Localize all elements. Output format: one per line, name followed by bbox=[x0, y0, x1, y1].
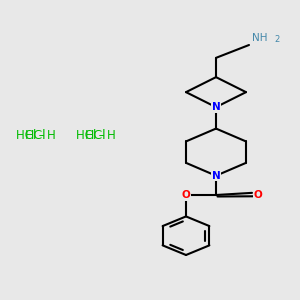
Text: NH: NH bbox=[252, 33, 268, 43]
Text: HCl: HCl bbox=[25, 128, 47, 142]
Text: O: O bbox=[254, 190, 262, 200]
Text: HCl – H: HCl – H bbox=[76, 128, 116, 142]
Text: HCl – H: HCl – H bbox=[16, 128, 56, 142]
Text: HCl: HCl bbox=[85, 128, 107, 142]
Text: N: N bbox=[212, 102, 220, 112]
Text: O: O bbox=[182, 190, 190, 200]
Text: 2: 2 bbox=[274, 35, 280, 44]
Text: N: N bbox=[212, 171, 220, 181]
